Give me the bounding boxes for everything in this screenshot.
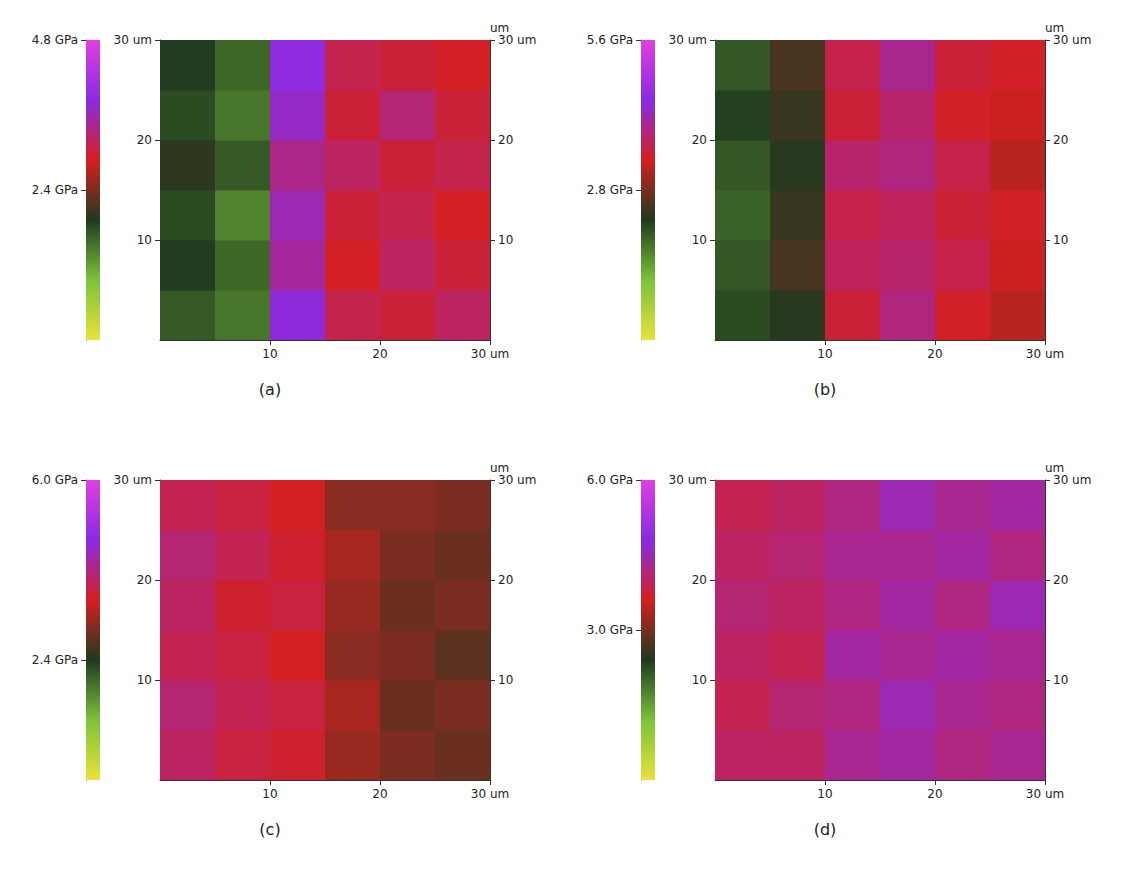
svg-text:5.6 GPa: 5.6 GPa <box>587 33 633 47</box>
svg-text:(b): (b) <box>814 380 837 399</box>
svg-text:20: 20 <box>372 787 387 801</box>
svg-text:10: 10 <box>262 787 277 801</box>
svg-text:20: 20 <box>927 787 942 801</box>
svg-text:10: 10 <box>1053 673 1068 687</box>
svg-text:30 um: 30 um <box>1026 787 1064 801</box>
svg-text:30 um: 30 um <box>498 473 536 487</box>
svg-text:10: 10 <box>692 233 707 247</box>
svg-text:10: 10 <box>137 233 152 247</box>
svg-text:um: um <box>1045 461 1065 475</box>
svg-text:um: um <box>490 461 510 475</box>
svg-text:10: 10 <box>692 673 707 687</box>
svg-text:2.4 GPa: 2.4 GPa <box>32 653 78 667</box>
svg-text:30 um: 30 um <box>471 787 509 801</box>
svg-text:30 um: 30 um <box>1026 347 1064 361</box>
svg-text:30 um: 30 um <box>669 33 707 47</box>
svg-text:30 um: 30 um <box>114 473 152 487</box>
svg-text:um: um <box>1045 21 1065 35</box>
svg-text:30 um: 30 um <box>1053 473 1091 487</box>
svg-text:10: 10 <box>137 673 152 687</box>
svg-text:10: 10 <box>498 673 513 687</box>
svg-text:10: 10 <box>817 347 832 361</box>
svg-text:10: 10 <box>817 787 832 801</box>
svg-text:3.0 GPa: 3.0 GPa <box>587 623 633 637</box>
svg-text:6.0 GPa: 6.0 GPa <box>32 473 78 487</box>
svg-text:um: um <box>490 21 510 35</box>
svg-text:20: 20 <box>927 347 942 361</box>
svg-text:30 um: 30 um <box>114 33 152 47</box>
svg-text:2.8 GPa: 2.8 GPa <box>587 183 633 197</box>
svg-text:(a): (a) <box>259 380 281 399</box>
svg-text:2.4 GPa: 2.4 GPa <box>32 183 78 197</box>
svg-text:30 um: 30 um <box>1053 33 1091 47</box>
svg-text:20: 20 <box>1053 133 1068 147</box>
svg-text:20: 20 <box>372 347 387 361</box>
svg-text:30 um: 30 um <box>498 33 536 47</box>
svg-text:20: 20 <box>692 133 707 147</box>
svg-text:30 um: 30 um <box>471 347 509 361</box>
svg-text:20: 20 <box>1053 573 1068 587</box>
svg-text:30 um: 30 um <box>669 473 707 487</box>
svg-text:(c): (c) <box>259 820 280 839</box>
svg-text:20: 20 <box>498 133 513 147</box>
svg-text:10: 10 <box>498 233 513 247</box>
svg-text:10: 10 <box>262 347 277 361</box>
svg-text:4.8 GPa: 4.8 GPa <box>32 33 78 47</box>
svg-text:6.0 GPa: 6.0 GPa <box>587 473 633 487</box>
svg-text:20: 20 <box>692 573 707 587</box>
svg-text:20: 20 <box>137 573 152 587</box>
svg-text:20: 20 <box>498 573 513 587</box>
svg-text:10: 10 <box>1053 233 1068 247</box>
svg-text:20: 20 <box>137 133 152 147</box>
svg-text:(d): (d) <box>814 820 837 839</box>
